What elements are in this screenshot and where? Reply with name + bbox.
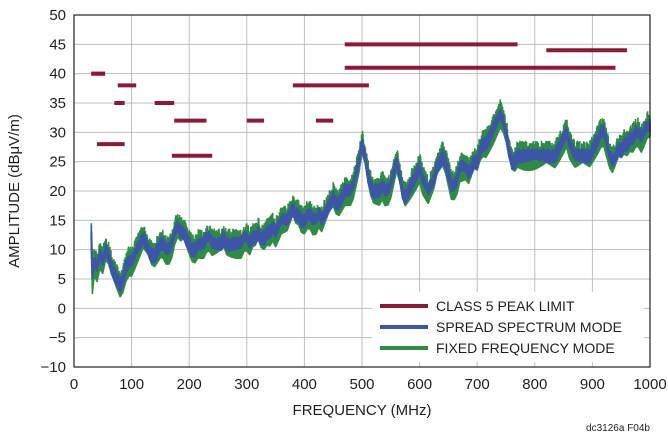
legend-label-fixed-frequency: FIXED FREQUENCY MODE <box>436 340 615 356</box>
x-tick-label: 700 <box>465 376 490 393</box>
y-tick-label: 15 <box>49 212 66 229</box>
y-tick-label: −5 <box>49 330 66 347</box>
y-tick-label: 45 <box>49 36 66 53</box>
x-tick-label: 200 <box>177 376 202 393</box>
trace-band <box>90 109 651 293</box>
x-axis-title: FREQUENCY (MHz) <box>293 402 432 419</box>
y-tick-label: 25 <box>49 154 66 171</box>
plot-frame <box>73 14 651 368</box>
x-tick-label: 1000 <box>633 376 666 393</box>
y-tick-label: −10 <box>41 359 66 376</box>
spread-spectrum-trace <box>90 109 651 293</box>
y-tick-label: 35 <box>49 95 66 112</box>
figure-credit: dc3126a F04b <box>586 423 650 434</box>
y-tick-label: 40 <box>49 66 66 83</box>
x-tick-label: 800 <box>522 376 547 393</box>
legend-label-class-5-peak-limit: CLASS 5 PEAK LIMIT <box>436 298 575 314</box>
trace-centerline <box>90 112 650 288</box>
x-tick-label: 900 <box>580 376 605 393</box>
class-5-peak-limit-segments <box>91 42 627 158</box>
legend-label-spread-spectrum: SPREAD SPECTRUM MODE <box>436 319 622 335</box>
y-tick-label: 30 <box>49 124 66 141</box>
x-tick-labels: 0 100 200 300 400 500 600 700 800 900 1000 <box>70 376 667 393</box>
y-tick-label: 20 <box>49 183 66 200</box>
x-tick-label: 600 <box>407 376 432 393</box>
legend: CLASS 5 PEAK LIMIT SPREAD SPECTRUM MODE … <box>372 292 644 362</box>
x-tick-label: 100 <box>119 376 144 393</box>
x-tick-label: 400 <box>292 376 317 393</box>
y-axis-title: AMPLITUDE (dBμV/m) <box>6 114 23 268</box>
x-tick-label: 500 <box>349 376 374 393</box>
x-tick-label: 0 <box>70 376 78 393</box>
y-tick-label: 5 <box>58 271 66 288</box>
y-tick-label: 10 <box>49 242 66 259</box>
y-tick-label: 0 <box>58 300 66 317</box>
y-tick-label: 50 <box>49 7 66 24</box>
y-tick-labels: −10 −5 0 5 10 15 20 25 30 35 40 45 50 <box>41 7 66 376</box>
x-tick-label: 300 <box>234 376 259 393</box>
